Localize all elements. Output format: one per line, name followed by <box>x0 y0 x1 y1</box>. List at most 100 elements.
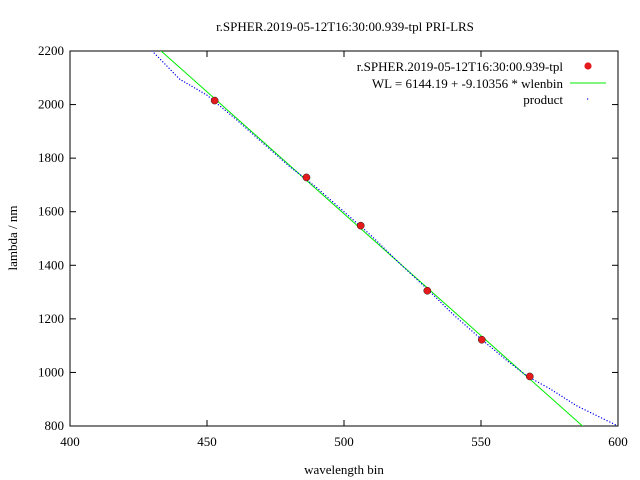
product-dot <box>203 93 206 95</box>
product-dot <box>231 115 233 117</box>
product-dot <box>381 245 383 247</box>
product-dot <box>563 397 566 399</box>
product-dot <box>540 383 542 385</box>
product-dot <box>442 303 444 306</box>
product-dot <box>505 359 507 361</box>
product-dot <box>431 293 434 295</box>
product-dot <box>229 113 231 115</box>
product-dot <box>514 366 517 368</box>
product-dot <box>400 264 402 266</box>
product-dot <box>598 416 600 418</box>
y-tick-label: 1000 <box>38 364 64 379</box>
product-dot <box>409 272 411 274</box>
product-dot <box>286 163 288 165</box>
product-dot <box>300 174 302 176</box>
product-dot <box>252 133 254 135</box>
product-dot <box>281 159 283 161</box>
product-dot <box>576 405 578 407</box>
product-dot <box>595 414 597 416</box>
product-dot <box>566 398 568 401</box>
product-dot <box>206 94 208 96</box>
product-dot <box>297 172 299 174</box>
product-dot <box>226 111 229 113</box>
product-dot <box>188 84 191 86</box>
product-dot <box>393 257 396 260</box>
product-dot <box>543 384 545 387</box>
product-dot <box>327 197 329 199</box>
product-dot <box>611 422 614 424</box>
product-dot <box>272 151 274 153</box>
product-dot <box>174 74 176 76</box>
product-dot <box>363 229 366 231</box>
product-dot <box>284 161 286 163</box>
product-dot <box>457 318 459 320</box>
axis-ticks: 400 450 500 550 600 800 1000 1200 1400 1600 1800 20… <box>38 43 628 449</box>
product-dot <box>191 85 193 88</box>
product-dot <box>290 167 293 169</box>
measured-point <box>525 372 534 381</box>
product-dot <box>510 362 512 365</box>
product-dot <box>471 330 473 332</box>
product-dot <box>537 381 540 384</box>
product-dot <box>464 324 466 326</box>
product-dot <box>354 221 357 223</box>
product-dot <box>334 203 336 205</box>
product-dot <box>370 235 372 237</box>
product-dot <box>181 79 183 82</box>
product-dot <box>236 119 238 121</box>
measured-point <box>210 96 219 105</box>
product-dot <box>448 310 450 312</box>
product-dot <box>249 131 251 133</box>
product-dot <box>503 357 505 359</box>
product-dot <box>168 67 170 69</box>
product-dot <box>418 281 420 283</box>
product-dot <box>455 316 457 318</box>
product-dot <box>436 297 438 299</box>
product-dot <box>590 412 592 414</box>
product-dot <box>398 262 400 264</box>
product-dot <box>316 187 318 189</box>
product-dot <box>524 374 526 376</box>
product-dot <box>484 342 487 344</box>
product-dot <box>311 183 313 185</box>
product-dot <box>170 69 172 72</box>
product-dot <box>405 268 407 270</box>
product-dot <box>473 332 475 334</box>
product-dot <box>151 51 153 52</box>
product-dot <box>407 270 409 272</box>
product-dot <box>414 276 416 279</box>
product-dot <box>434 295 436 297</box>
product-dot <box>277 155 279 157</box>
product-dot <box>183 81 186 83</box>
x-tick-label: 400 <box>60 434 80 449</box>
product-dot <box>517 368 519 370</box>
x-tick-label: 550 <box>471 434 491 449</box>
product-dot <box>270 149 272 151</box>
legend-label-points: r.SPHER.2019-05-12T16:30:00.939-tpl <box>357 59 564 74</box>
product-dot <box>387 251 389 253</box>
plot-frame <box>69 50 619 427</box>
y-tick-label: 1600 <box>38 204 64 219</box>
x-tick-label: 500 <box>334 434 354 449</box>
product-dot <box>164 63 166 65</box>
product-dot <box>487 344 489 346</box>
product-dot <box>377 241 379 243</box>
product-dot <box>475 334 478 336</box>
x-tick-label: 450 <box>197 434 217 449</box>
product-dot <box>606 420 608 422</box>
chart-title: r.SPHER.2019-05-12T16:30:00.939-tpl PRI-… <box>216 19 474 34</box>
product-dot <box>295 170 297 173</box>
product-dot <box>385 249 387 251</box>
y-tick-label: 2200 <box>38 43 64 58</box>
product-dot <box>193 87 196 89</box>
product-dot <box>256 137 258 139</box>
product-dot <box>592 413 594 415</box>
product-dot <box>242 125 245 127</box>
measured-point <box>356 221 365 230</box>
product-dot <box>329 199 331 201</box>
product-dot <box>423 285 425 287</box>
product-dot <box>571 402 573 404</box>
product-dot <box>522 372 524 374</box>
legend-label-product: product <box>523 92 563 107</box>
